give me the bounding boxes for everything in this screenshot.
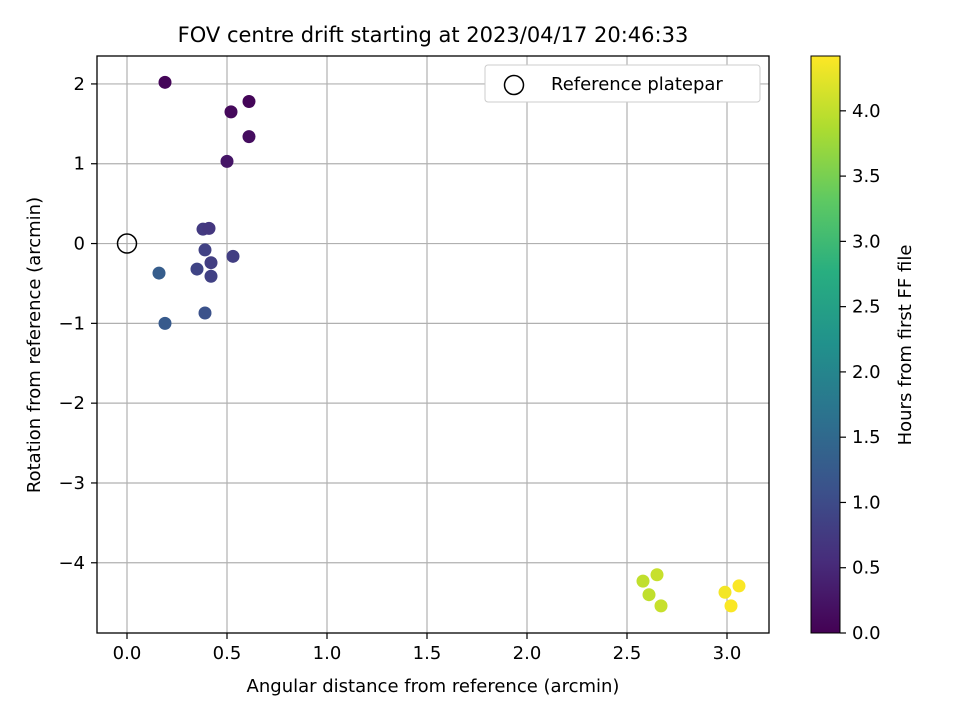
colorbar-tick-label: 1.0: [852, 492, 881, 513]
scatter-point: [718, 585, 732, 599]
y-tick-label: 2: [74, 74, 85, 95]
legend-box: [484, 64, 761, 103]
colorbar-tick-label: 0.5: [852, 558, 881, 579]
colorbar-tick-label: 0.0: [852, 623, 881, 644]
colorbar-gradient: [810, 55, 841, 634]
scatter-point: [636, 574, 650, 588]
scatter-point: [642, 588, 656, 602]
scatter-point: [204, 256, 218, 270]
legend-label: Reference platepar: [551, 74, 723, 95]
scatter-points: [152, 75, 746, 613]
colorbar-ticks: 0.0 0.5 1.0 1.5 2.0 2.5 3.0 3.5 4.0: [840, 101, 881, 644]
x-tick-label: 0.0: [113, 643, 142, 664]
colorbar-tick-label: 3.5: [852, 166, 881, 187]
scatter-point: [220, 154, 234, 168]
scatter-point: [202, 221, 216, 235]
x-tick-label: 1.0: [313, 643, 342, 664]
y-axis-ticks: 2 1 0 −1 −2 −3 −4: [58, 74, 97, 574]
colorbar-tick-label: 1.5: [852, 427, 881, 448]
scatter-point: [198, 243, 212, 257]
colorbar-tick-label: 4.0: [852, 101, 881, 122]
scatter-point: [226, 249, 240, 263]
x-axis-ticks: 0.0 0.5 1.0 1.5 2.0 2.5 3.0: [113, 633, 742, 664]
reference-platepar-marker: [116, 233, 138, 254]
x-tick-label: 2.5: [613, 643, 642, 664]
y-tick-label: −3: [58, 473, 85, 494]
scatter-point: [204, 269, 218, 283]
colorbar-tick-label: 2.0: [852, 362, 881, 383]
scatter-point: [242, 94, 256, 108]
scatter-point: [224, 105, 238, 119]
scatter-point: [190, 262, 204, 276]
y-tick-label: 0: [74, 234, 85, 255]
x-tick-label: 1.5: [413, 643, 442, 664]
scatter-point: [650, 568, 664, 582]
x-tick-label: 3.0: [713, 643, 742, 664]
scatter-point: [654, 599, 668, 613]
y-tick-label: 1: [74, 154, 85, 175]
colorbar: 0.0 0.5 1.0 1.5 2.0 2.5 3.0 3.5 4.0 Hours from f…: [810, 55, 916, 644]
scatter-point: [242, 130, 256, 144]
legend: Reference platepar: [484, 64, 761, 103]
colorbar-label: Hours from first FF file: [895, 245, 916, 446]
colorbar-tick-label: 2.5: [852, 297, 881, 318]
x-tick-label: 2.0: [513, 643, 542, 664]
scatter-point: [158, 75, 172, 89]
y-tick-label: −4: [58, 553, 85, 574]
scatter-point: [158, 316, 172, 330]
legend-marker-icon: [503, 74, 525, 96]
scatter-point: [198, 306, 212, 320]
x-axis-label: Angular distance from reference (arcmin): [247, 676, 620, 697]
grid: [97, 56, 769, 633]
y-tick-label: −1: [58, 313, 85, 334]
colorbar-tick-label: 3.0: [852, 231, 881, 252]
x-tick-label: 0.5: [213, 643, 242, 664]
y-tick-label: −2: [58, 393, 85, 414]
y-axis-label: Rotation from reference (arcmin): [24, 197, 45, 493]
plot-frame: [96, 55, 770, 634]
scatter-point: [724, 599, 738, 613]
chart-title: FOV centre drift starting at 2023/04/17 …: [178, 23, 689, 47]
scatter-point: [152, 266, 166, 280]
scatter-point: [732, 579, 746, 593]
